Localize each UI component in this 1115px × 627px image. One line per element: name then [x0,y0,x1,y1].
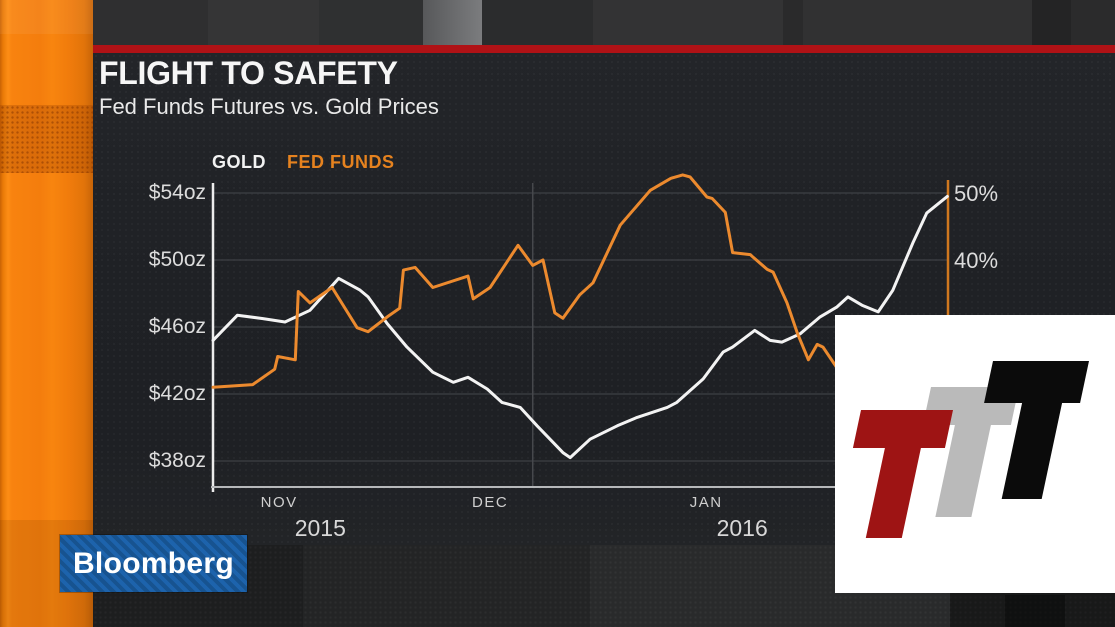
orange-band-texture [0,105,93,173]
orange-side-band [0,0,93,627]
studio-panel [803,0,1032,46]
studio-panel [593,0,783,46]
red-t [852,410,953,538]
red-accent-bar [93,45,1115,53]
orange-band-top-segment [0,0,93,34]
black-t [984,361,1089,499]
legend-fed-funds: FED FUNDS [287,152,395,172]
chart-legend: GOLD FED FUNDS [212,152,395,173]
chart-title: FLIGHT TO SAFETY [99,55,398,91]
studio-background-top [93,0,1115,46]
studio-panel [783,0,803,46]
studio-panel [1032,0,1071,46]
studio-panel [1071,0,1115,46]
station-watermark-box [835,315,1115,593]
studio-panel [93,0,208,46]
studio-panel [319,0,423,46]
legend-gold: GOLD [212,152,266,172]
gray-t [922,387,1019,517]
chart-subtitle: Fed Funds Futures vs. Gold Prices [99,94,439,119]
ttt-logo-icon [852,361,1089,538]
studio-panel [208,0,319,46]
studio-panel [482,0,593,46]
studio-panel [423,0,482,46]
studio-panel [1005,595,1065,627]
bloomberg-logo: Bloomberg [60,535,247,592]
bloomberg-wordmark: Bloomberg [72,546,235,580]
